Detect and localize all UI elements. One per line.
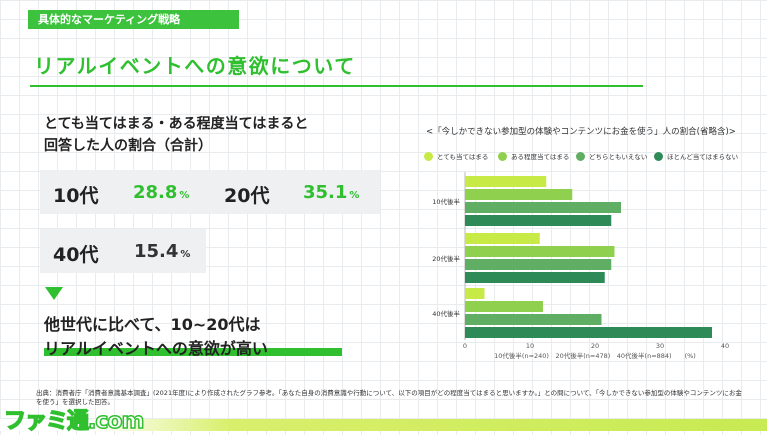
x-tick-label-0: 0	[463, 342, 467, 350]
stat-box-row1	[40, 170, 380, 214]
legend-dot-icon	[654, 151, 663, 161]
bar-0-2	[465, 202, 621, 213]
legend-item-3: どちらともいえない	[576, 151, 647, 161]
section-tag: 具体的なマーケティング戦略	[28, 10, 239, 29]
stat-value-10s: 28.8%	[133, 182, 189, 203]
stat-age-20s: 20代	[224, 185, 270, 207]
x-tick-label-3: 30	[656, 342, 664, 350]
x-tick-label-2: 20	[591, 342, 599, 350]
legend-label-4: ほとんど当てはまらない	[667, 153, 739, 161]
bar-2-3	[465, 327, 712, 338]
highlight-underline	[44, 348, 342, 356]
stat-unit-10s: %	[179, 190, 190, 201]
stat-value-40s: 15.4%	[134, 241, 190, 262]
chart-title: <「今しかできない参加型の体験やコンテンツにお金を使う」人の割合(省略含)>	[426, 127, 736, 137]
legend-label-2: ある程度当てはまる	[511, 153, 570, 161]
bar-1-0	[465, 233, 540, 244]
stat-value-20s: 35.1%	[303, 182, 359, 203]
conclusion-text: 他世代に比べて、10~20代は リアルイベントへの意欲が高い	[44, 313, 268, 361]
category-label-0: 10代後半	[432, 197, 460, 206]
legend-label-1: とても当てはまる	[437, 153, 489, 161]
page-title: リアルイベントへの意欲について	[34, 54, 356, 78]
category-label-1: 20代後半	[432, 254, 460, 263]
stat-number-40s: 15.4	[134, 241, 179, 262]
legend-label-3: どちらともいえない	[589, 153, 648, 161]
bar-1-3	[465, 272, 605, 283]
conclusion-line-1: 他世代に比べて、10~20代は	[44, 315, 261, 334]
legend-dot-icon	[576, 151, 585, 161]
lead-line-2: 回答した人の割合（合計）	[44, 138, 212, 154]
legend-item-4: ほとんど当てはまらない	[654, 151, 738, 161]
stat-unit-40s: %	[180, 249, 191, 260]
x-axis-note: 10代後半(n=240) 20代後半(n=478) 40代後半(n=884) (…	[494, 351, 696, 360]
bar-0-0	[465, 176, 547, 187]
bar-2-2	[465, 314, 602, 325]
legend-item-1: とても当てはまる	[424, 151, 488, 161]
bar-1-2	[465, 259, 612, 270]
bar-1-1	[465, 246, 615, 257]
stat-box-row2	[40, 229, 206, 273]
bar-2-0	[465, 288, 485, 299]
x-tick-label-4: 40	[721, 342, 729, 350]
stat-unit-20s: %	[349, 190, 360, 201]
famitsu-logo: ファミ通.com	[3, 408, 145, 435]
bar-0-1	[465, 189, 573, 200]
x-tick-label-1: 10	[526, 342, 534, 350]
legend-dot-icon	[424, 151, 433, 161]
title-divider	[30, 85, 643, 87]
category-label-2: 40代後半	[432, 309, 460, 318]
bar-0-3	[465, 215, 612, 226]
stat-age-40s: 40代	[53, 244, 99, 266]
conclusion-line-2: リアルイベントへの意欲が高い	[44, 339, 268, 358]
lead-line-1: とても当てはまる・ある程度当てはまると	[44, 116, 309, 132]
stat-age-10s: 10代	[53, 185, 99, 207]
bottom-gradient-bar	[0, 419, 767, 431]
legend-item-2: ある程度当てはまる	[498, 151, 569, 161]
down-arrow-icon	[45, 287, 63, 300]
bar-2-1	[465, 301, 543, 312]
stat-number-20s: 35.1	[303, 182, 348, 203]
legend-dot-icon	[498, 151, 507, 161]
lead-text: とても当てはまる・ある程度当てはまると 回答した人の割合（合計）	[44, 113, 308, 157]
source-note: 出典：消費者庁「消費者意識基本調査」(2021年度)により作成されたグラフ参考。…	[36, 389, 742, 406]
stat-number-10s: 28.8	[133, 182, 178, 203]
